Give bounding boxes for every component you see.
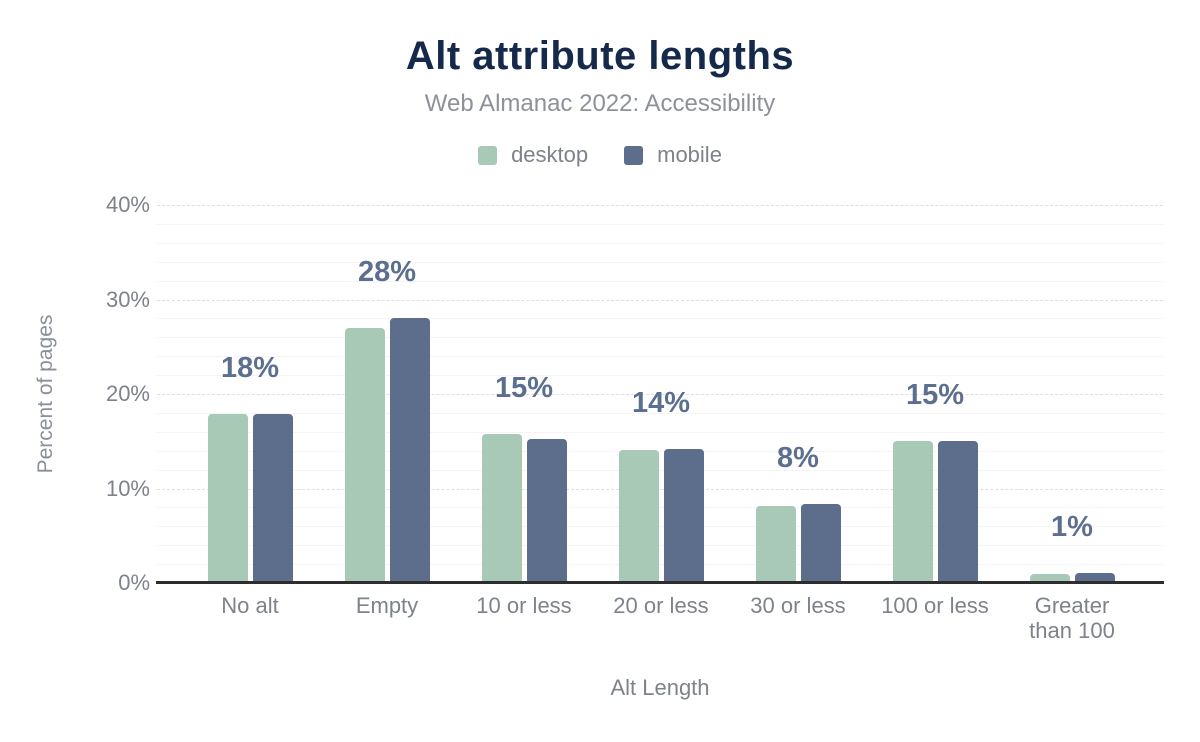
legend-item-mobile: mobile [624, 142, 722, 168]
y-tick-label: 20% [105, 381, 150, 406]
bar-mobile-3 [663, 448, 704, 583]
major-gridline [157, 299, 1163, 301]
bar-mobile-4 [800, 503, 841, 583]
desktop-swatch-icon [478, 145, 498, 165]
legend-item-desktop: desktop [478, 142, 588, 168]
bar-desktop-5 [892, 441, 933, 583]
legend-label: mobile [657, 142, 722, 167]
x-tick-label: 100 or less [881, 593, 989, 618]
data-label: 14% [631, 386, 691, 419]
bar-desktop-0 [207, 413, 248, 583]
bar-mobile-0 [252, 413, 293, 583]
bar-mobile-5 [937, 441, 978, 583]
y-tick-label: 0% [118, 570, 150, 595]
minor-gridline [157, 318, 1163, 320]
minor-gridline [157, 564, 1163, 566]
bar-desktop-4 [755, 505, 796, 583]
bar-mobile-1 [389, 318, 430, 583]
data-label: 28% [357, 256, 417, 289]
bar-desktop-3 [618, 449, 659, 583]
minor-gridline [157, 526, 1163, 528]
data-label: 1% [1051, 510, 1093, 543]
minor-gridline [157, 469, 1163, 471]
minor-gridline [157, 337, 1163, 339]
bar-mobile-2 [526, 439, 567, 583]
minor-gridline [157, 450, 1163, 452]
y-tick-label: 40% [105, 192, 150, 217]
x-tick-label: 30 or less [750, 593, 846, 618]
minor-gridline [157, 545, 1163, 547]
x-tick-label: No alt [221, 593, 279, 618]
minor-gridline [157, 223, 1163, 225]
bar-mobile-6 [1074, 572, 1115, 583]
minor-gridline [157, 375, 1163, 377]
legend-label: desktop [511, 142, 589, 167]
chart-subtitle: Web Almanac 2022: Accessibility [424, 90, 776, 117]
bar-desktop-6 [1029, 573, 1070, 583]
minor-gridline [157, 280, 1163, 282]
major-gridline [157, 394, 1163, 395]
chart-title: Alt attribute lengths [405, 34, 795, 78]
minor-gridline [157, 507, 1163, 509]
mobile-swatch-icon [624, 145, 644, 165]
data-label: 8% [777, 441, 819, 474]
bar-desktop-2 [481, 433, 522, 583]
minor-gridline [157, 412, 1163, 414]
legend: desktop mobile [0, 142, 1200, 168]
bar-desktop-1 [344, 327, 385, 583]
major-gridline [157, 205, 1163, 206]
minor-gridline [157, 261, 1163, 263]
y-tick-label: 30% [105, 286, 150, 312]
y-tick-label: 10% [105, 475, 150, 501]
data-label: 15% [494, 371, 554, 404]
major-gridline [157, 488, 1163, 490]
x-tick-label: 20 or less [613, 593, 709, 618]
x-tick-label: Greater than 100 [1029, 593, 1115, 643]
x-tick-label: 10 or less [476, 593, 572, 618]
x-axis-line [156, 581, 1164, 584]
data-label: 15% [905, 379, 965, 412]
minor-gridline [157, 356, 1163, 358]
x-tick-label: Empty [355, 593, 419, 618]
x-axis-title: Alt Length [610, 675, 710, 700]
data-label: 18% [220, 351, 280, 384]
minor-gridline [157, 431, 1163, 433]
minor-gridline [157, 242, 1163, 244]
